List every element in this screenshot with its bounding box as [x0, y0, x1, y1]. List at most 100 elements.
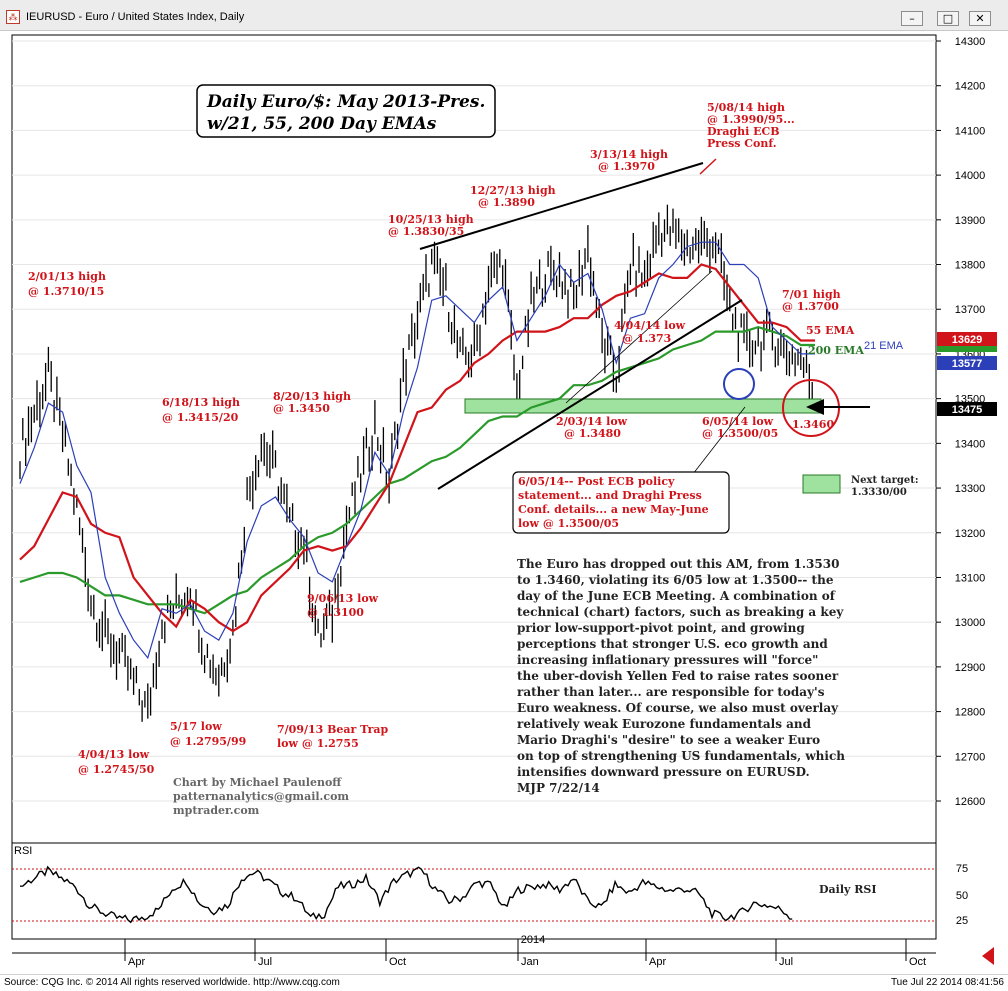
annotation-6-18-13-high: 6/18/13 high @ 1.3415/20	[162, 396, 240, 424]
svg-text:Mario Draghi's "desire" to see: Mario Draghi's "desire" to see a weaker …	[517, 733, 820, 747]
price-tick-label: 14100	[955, 125, 986, 137]
time-tick-label: Oct	[389, 956, 406, 968]
price-tick-label: 13900	[955, 215, 986, 227]
support-zone	[464, 398, 822, 414]
svg-text:@ 1.3450: @ 1.3450	[273, 402, 330, 415]
svg-text:@ 1.373: @ 1.373	[622, 332, 671, 345]
svg-text:5/17 low: 5/17 low	[170, 720, 222, 733]
svg-text:@ 1.3480: @ 1.3480	[564, 427, 621, 440]
next-target-label: Next target:	[851, 475, 919, 486]
annotation-6-05-14-low: 6/05/14 low @ 1.3500/05	[702, 415, 778, 440]
svg-text:7/09/13 Bear Trap: 7/09/13 Bear Trap	[277, 723, 388, 736]
chart-title: Daily Euro/$: May 2013-Pres.	[206, 92, 485, 112]
svg-text:3/13/14 high: 3/13/14 high	[590, 148, 668, 161]
svg-text:MJP 7/22/14: MJP 7/22/14	[517, 781, 600, 795]
svg-text:12/27/13 high: 12/27/13 high	[470, 184, 556, 197]
annotation-7-09-13-bear-trap: 7/09/13 Bear Trap low @ 1.2755	[277, 723, 388, 750]
ema-200-line	[19, 325, 815, 615]
svg-text:9/06/13 low: 9/06/13 low	[307, 592, 379, 605]
price-tick-label: 13100	[955, 572, 986, 584]
time-tick-label: Apr	[649, 956, 666, 968]
rsi-path	[19, 865, 793, 924]
svg-text:@ 1.3830/35: @ 1.3830/35	[388, 225, 464, 238]
ema-55-path	[19, 263, 815, 633]
svg-text:@ 1.3700: @ 1.3700	[782, 300, 839, 313]
annotation-5-08-14-high: 5/08/14 high @ 1.3990/95... Draghi ECB P…	[707, 101, 795, 150]
svg-text:technical (chart) factors, suc: technical (chart) factors, such as break…	[517, 605, 844, 619]
next-target-value: 1.3330/00	[851, 487, 907, 498]
title-box	[196, 84, 496, 138]
price-tag-last: 13475	[952, 404, 983, 416]
year-label: 2014	[521, 934, 545, 946]
svg-text:the uber-dovish Yellen Fed to: the uber-dovish Yellen Fed to raise rate…	[517, 669, 839, 683]
svg-text:Draghi ECB: Draghi ECB	[707, 125, 780, 138]
annotation-10-25-13-high: 10/25/13 high @ 1.3830/35	[388, 213, 474, 238]
svg-text:low @ 1.2755: low @ 1.2755	[277, 737, 359, 750]
price-tag-ema21-bg	[937, 356, 997, 370]
label-21-ema: 21 EMA	[864, 340, 904, 352]
svg-text:increasing inflationary pressu: increasing inflationary pressures will "…	[517, 653, 818, 667]
svg-text:relatively weak Eurozone funda: relatively weak Eurozone fundamentals an…	[517, 717, 812, 731]
annotation-1-3460: 1.3460	[792, 418, 834, 431]
svg-text:@ 1.2795/99: @ 1.2795/99	[170, 735, 246, 748]
svg-text:8/20/13 high: 8/20/13 high	[273, 390, 351, 403]
label-200-ema: 200 EMA	[808, 344, 864, 357]
svg-text:@ 1.3890: @ 1.3890	[478, 196, 535, 209]
svg-text:7/01 high: 7/01 high	[782, 288, 841, 301]
svg-text:6/05/14-- Post ECB policy: 6/05/14-- Post ECB policy	[518, 475, 675, 488]
price-tick-label: 12800	[955, 707, 986, 719]
author-credit: Chart by Michael Paulenoff patternanalyt…	[173, 776, 349, 817]
window-titlebar: ⁂ IEURUSD - Euro / United States Index, …	[0, 0, 1008, 31]
price-tick-label: 14000	[955, 170, 986, 182]
scroll-left-icon[interactable]	[982, 947, 994, 965]
price-tag-last-bg	[937, 402, 997, 416]
price-tag-ema21: 13577	[952, 358, 983, 370]
maximize-button[interactable]: □	[937, 11, 959, 26]
svg-text:5/08/14 high: 5/08/14 high	[707, 101, 785, 114]
minimize-button[interactable]: –	[901, 11, 923, 26]
price-tick-label: 13400	[955, 438, 986, 450]
close-button[interactable]: ✕	[969, 11, 991, 26]
time-tick-label: Oct	[909, 956, 926, 968]
price-tick-label: 12900	[955, 662, 986, 674]
annotation-3-13-14-high: 3/13/14 high @ 1.3970	[590, 148, 668, 173]
callout-box	[512, 471, 730, 534]
price-tick-label: 13200	[955, 528, 986, 540]
svg-text:@ 1.3415/20: @ 1.3415/20	[162, 411, 239, 424]
rsi-tick-50: 50	[956, 890, 968, 902]
annotation-2-01-13-high: 2/01/13 high @ 1.3710/15	[28, 270, 106, 298]
rsi-tick-25: 25	[956, 915, 968, 927]
rsi-pane	[11, 842, 937, 940]
arrow-left-icon	[806, 399, 824, 415]
next-target-swatch	[802, 474, 841, 494]
pointer-line-5-08	[699, 158, 717, 175]
eurusd-chart: 1430014200141001400013900138001370013600…	[0, 31, 1008, 974]
svg-text:patternanalytics@gmail.com: patternanalytics@gmail.com	[173, 790, 349, 803]
price-tag-ema55-bg	[937, 332, 997, 346]
svg-text:@ 1.2745/50: @ 1.2745/50	[78, 763, 155, 776]
price-tag-ema55: 13629	[952, 334, 983, 346]
price-tags: 13629 13577 13475	[937, 332, 997, 416]
svg-text:2/03/14 low: 2/03/14 low	[556, 415, 628, 428]
callout-text: 6/05/14-- Post ECB policy statement... a…	[518, 475, 709, 530]
price-tick-label: 12700	[955, 751, 986, 763]
svg-text:6/05/14 low: 6/05/14 low	[702, 415, 774, 428]
price-tick-label: 14200	[955, 81, 986, 93]
svg-text:@ 1.3100: @ 1.3100	[307, 606, 364, 619]
annotation-5-17-low: 5/17 low @ 1.2795/99	[170, 720, 246, 748]
timestamp-text: Tue Jul 22 2014 08:41:56	[890, 977, 1004, 988]
svg-text:@ 1.3970: @ 1.3970	[598, 160, 655, 173]
june-low-circle	[723, 368, 755, 400]
svg-text:intensifies downward pressure: intensifies downward pressure on EURUSD.	[517, 765, 810, 779]
svg-text:@ 1.3500/05: @ 1.3500/05	[702, 427, 778, 440]
annotation-4-04-13-low: 4/04/13 low @ 1.2745/50	[78, 748, 155, 776]
annotation-2-03-14-low: 2/03/14 low @ 1.3480	[556, 415, 628, 440]
svg-text:low @ 1.3500/05: low @ 1.3500/05	[518, 517, 619, 530]
svg-text:Chart by Michael Paulenoff: Chart by Michael Paulenoff	[173, 776, 342, 789]
svg-text:Conf. details... a new May-Jun: Conf. details... a new May-June	[518, 503, 709, 516]
svg-text:statement... and Draghi Press: statement... and Draghi Press	[518, 489, 702, 502]
annotation-7-01-high: 7/01 high @ 1.3700	[782, 288, 841, 313]
time-tick-label: Apr	[128, 956, 145, 968]
price-tick-label: 13300	[955, 483, 986, 495]
svg-text:@ 1.3990/95...: @ 1.3990/95...	[707, 113, 795, 126]
